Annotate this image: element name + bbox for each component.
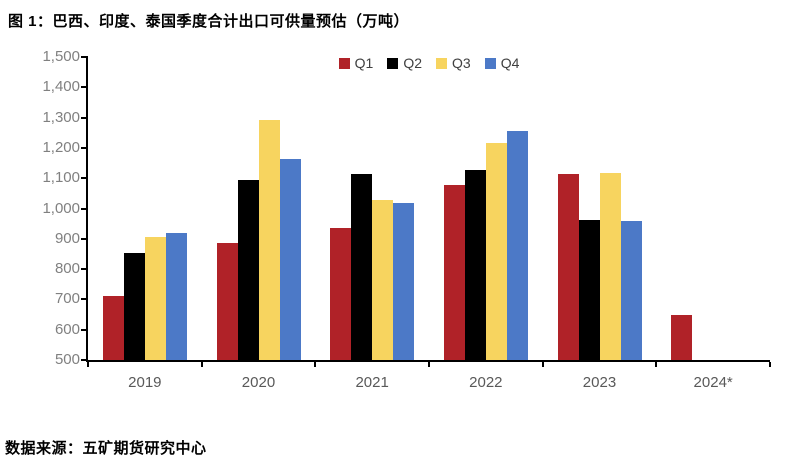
bar-q3-2020: [258, 120, 280, 360]
x-axis-tick-mark: [200, 362, 203, 367]
legend-swatch-q3: [436, 57, 447, 69]
bar-q4-2019: [165, 233, 187, 360]
bar-q4-2023: [620, 221, 642, 360]
legend-swatch-q4: [484, 57, 496, 69]
y-axis-tick-mark: [81, 328, 88, 331]
legend-item-q1: Q1: [338, 55, 374, 71]
bar-q1-2020: [216, 243, 238, 360]
chart-legend: Q1 Q2 Q3 Q4: [88, 55, 770, 71]
bar-q4-2020: [279, 159, 301, 360]
x-axis-tick-mark: [655, 362, 658, 367]
y-axis-tick-label: 1,000: [42, 199, 80, 217]
bar-q2-2020: [237, 179, 259, 360]
y-axis-tick-label: 900: [54, 229, 80, 247]
x-axis-category-label: 2022: [469, 374, 503, 391]
y-axis-tick-label: 1,300: [42, 108, 80, 126]
bar-q4-2022: [506, 131, 528, 360]
x-axis-line: [86, 360, 770, 362]
y-axis-tick-mark: [81, 237, 88, 240]
y-axis-tick-label: 700: [54, 290, 80, 308]
source-note: 数据来源：五矿期货研究中心: [5, 440, 207, 457]
bar-q1-2022: [443, 184, 465, 360]
bar-q4-2021: [393, 203, 415, 360]
legend-label-q3: Q3: [452, 55, 471, 71]
x-axis-tick-mark: [428, 362, 430, 367]
bar-q1-2021: [330, 228, 352, 360]
y-axis-tick-mark: [81, 86, 88, 89]
y-axis-tick-label: 500: [54, 351, 80, 368]
bar-q1-2024*: [671, 315, 693, 360]
y-axis-tick-label: 600: [54, 320, 80, 338]
legend-item-q2: Q2: [387, 55, 422, 71]
bar-q3-2022: [485, 143, 507, 360]
x-axis-category-label: 2024*: [693, 374, 733, 391]
bar-q2-2022: [464, 169, 486, 360]
y-axis-tick-mark: [81, 56, 88, 58]
bar-q1-2019: [102, 296, 124, 360]
x-axis-tick-mark: [87, 362, 89, 367]
bar-q2-2023: [578, 219, 600, 360]
bar-q1-2023: [557, 174, 579, 360]
legend-item-q3: Q3: [436, 55, 471, 71]
y-axis-tick-label: 1,400: [42, 78, 80, 96]
legend-item-q4: Q4: [484, 55, 520, 71]
bar-q3-2023: [599, 173, 621, 360]
legend-swatch-q2: [387, 57, 399, 69]
x-axis-category-label: 2023: [582, 374, 617, 391]
y-axis-tick-mark: [81, 359, 88, 361]
x-axis-tick-mark: [541, 362, 544, 367]
legend-label-q2: Q2: [403, 55, 422, 71]
y-axis-tick-label: 800: [54, 260, 80, 278]
legend-label-q4: Q4: [500, 55, 520, 71]
x-axis-tick-mark: [769, 362, 771, 367]
chart-title: 图 1：巴西、印度、泰国季度合计出口可供量预估（万吨）: [8, 13, 410, 30]
legend-label-q1: Q1: [354, 55, 374, 71]
y-axis-tick-label: 1,100: [42, 169, 80, 187]
y-axis-line: [86, 56, 88, 362]
x-axis-tick-mark: [314, 362, 317, 367]
bar-q3-2021: [372, 200, 394, 360]
y-axis-tick-mark: [81, 146, 88, 149]
y-axis-tick-mark: [81, 298, 88, 301]
legend-swatch-q1: [338, 57, 350, 69]
x-axis-category-label: 2021: [355, 374, 389, 391]
y-axis-tick-mark: [81, 207, 88, 210]
y-axis-tick-mark: [81, 177, 88, 180]
y-axis-tick-label: 1,500: [42, 48, 80, 65]
y-axis-tick-mark: [81, 268, 88, 271]
bar-q3-2019: [144, 237, 166, 360]
bar-q2-2021: [351, 174, 373, 360]
y-axis-tick-mark: [81, 116, 88, 119]
y-axis-tick-label: 1,200: [42, 138, 80, 156]
x-axis-category-label: 2019: [128, 374, 162, 391]
x-axis-category-label: 2020: [241, 374, 276, 391]
bar-q2-2019: [123, 253, 145, 360]
